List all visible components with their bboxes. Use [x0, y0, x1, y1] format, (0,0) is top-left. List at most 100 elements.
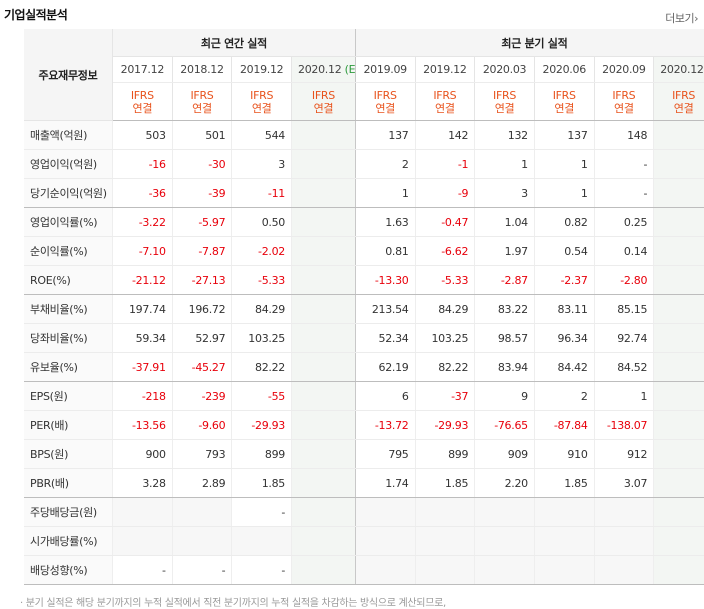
- ifrs-label: IFRS: [493, 88, 517, 102]
- consolidated-label: 연결: [673, 101, 694, 115]
- row-label: 부채비율(%): [24, 294, 113, 324]
- table-cell: 92.74: [594, 323, 655, 353]
- table-cell: -2.80: [594, 265, 655, 295]
- table-cell: -55: [231, 381, 292, 411]
- row-label: ROE(%): [24, 265, 113, 295]
- table-cell: 1: [474, 149, 535, 179]
- row-label: BPS(원): [24, 439, 113, 469]
- table-cell: -9: [415, 178, 476, 208]
- table-cell: 3.07: [594, 468, 655, 498]
- table-cell: [291, 323, 356, 353]
- table-cell: -5.33: [231, 265, 292, 295]
- table-cell: 2: [534, 381, 595, 411]
- table-cell: 1.74: [355, 468, 416, 498]
- table-cell: 142: [415, 120, 476, 150]
- consolidated-label: 연결: [554, 101, 575, 115]
- table-cell: -27.13: [172, 265, 233, 295]
- table-cell: [653, 381, 704, 411]
- table-cell: 0.82: [534, 207, 595, 237]
- table-cell: -45.27: [172, 352, 233, 382]
- table-cell: -13.30: [355, 265, 416, 295]
- ifrs-header: IFRS 연결: [291, 82, 356, 121]
- table-cell: -39: [172, 178, 233, 208]
- table-cell: 82.22: [231, 352, 292, 382]
- consolidated-label: 연결: [435, 101, 455, 115]
- table-cell: 1.04: [474, 207, 535, 237]
- table-row: 당좌비율(%) 59.34 52.97 103.25 52.34 103.25 98.57 9…: [24, 323, 704, 353]
- table-cell: -: [231, 497, 292, 527]
- table-cell: [474, 555, 535, 585]
- chevron-right-icon: ›: [694, 12, 698, 25]
- table-cell: -36: [112, 178, 173, 208]
- table-cell: 103.25: [415, 323, 476, 353]
- table-cell: [653, 294, 704, 324]
- table-row: 유보율(%) -37.91 -45.27 82.22 62.19 82.22 83.94 84…: [24, 352, 704, 382]
- ifrs-header: IFRS 연결: [231, 82, 292, 121]
- table-cell: [291, 294, 356, 324]
- table-cell: [474, 497, 535, 527]
- table-row: ROE(%) -21.12 -27.13 -5.33 -13.30 -5.33 -2.87-…: [24, 265, 704, 295]
- period-header: 2019.12: [231, 56, 292, 83]
- table-cell: -29.93: [415, 410, 476, 440]
- table-cell: [231, 526, 292, 556]
- table-cell: [594, 555, 655, 585]
- table-cell: -13.56: [112, 410, 173, 440]
- ifrs-label: IFRS: [612, 88, 636, 102]
- table-cell: 503: [112, 120, 173, 150]
- table-cell: 910: [534, 439, 595, 469]
- table-cell: 1.85: [415, 468, 476, 498]
- table-cell: [291, 265, 356, 295]
- table-cell: [594, 497, 655, 527]
- table-cell: 544: [231, 120, 292, 150]
- table-cell: 1.85: [534, 468, 595, 498]
- table-cell: -0.47: [415, 207, 476, 237]
- ifrs-label: IFRS: [130, 88, 154, 102]
- more-label: 더보기: [665, 12, 695, 25]
- ifrs-label: IFRS: [672, 88, 696, 102]
- more-link[interactable]: 더보기›: [665, 10, 698, 26]
- table-cell: 84.29: [231, 294, 292, 324]
- table-cell: 1.63: [355, 207, 416, 237]
- consolidated-label: 연결: [375, 101, 395, 115]
- table-cell: [291, 410, 356, 440]
- period-header: 2020.12 (E): [291, 56, 356, 83]
- table-cell: [653, 265, 704, 295]
- period-header: 2020.09: [594, 56, 655, 83]
- table-cell: 3: [231, 149, 292, 179]
- table-cell: 0.81: [355, 236, 416, 266]
- table-cell: [355, 555, 416, 585]
- table-cell: 213.54: [355, 294, 416, 324]
- row-label: 영업이익률(%): [24, 207, 113, 237]
- row-label: 영업이익(억원): [24, 149, 113, 179]
- period-header: 2018.12: [172, 56, 233, 83]
- consolidated-label: 연결: [192, 101, 212, 115]
- table-cell: [653, 207, 704, 237]
- table-cell: 899: [415, 439, 476, 469]
- table-row: 영업이익률(%) -3.22 -5.97 0.50 1.63 -0.47 1.04 0.82 0…: [24, 207, 704, 237]
- table-cell: -: [594, 178, 655, 208]
- table-cell: 909: [474, 439, 535, 469]
- ifrs-label: IFRS: [190, 88, 214, 102]
- table-cell: [291, 207, 356, 237]
- quarter-header: 최근 분기 실적: [355, 29, 704, 57]
- table-cell: [653, 497, 704, 527]
- table-row: PER(배) -13.56 -9.60 -29.93 -13.72 -29.93 -76.6…: [24, 410, 704, 440]
- table-cell: 793: [172, 439, 233, 469]
- table-row: 시가배당률(%): [24, 526, 704, 556]
- table-cell: [112, 497, 173, 527]
- table-cell: -3.22: [112, 207, 173, 237]
- table-cell: -6.62: [415, 236, 476, 266]
- table-cell: -218: [112, 381, 173, 411]
- ifrs-header: IFRS 연결: [112, 82, 173, 121]
- table-cell: 83.11: [534, 294, 595, 324]
- period-label: 2020.03: [482, 63, 527, 76]
- consolidated-label: 연결: [614, 101, 634, 115]
- table-cell: 148: [594, 120, 655, 150]
- table-cell: 132: [474, 120, 535, 150]
- period-header: 2019.12: [415, 56, 476, 83]
- table-cell: -87.84: [534, 410, 595, 440]
- period-header: 2017.12: [112, 56, 173, 83]
- ifrs-label: IFRS: [552, 88, 576, 102]
- table-cell: [291, 149, 356, 179]
- table-cell: 52.34: [355, 323, 416, 353]
